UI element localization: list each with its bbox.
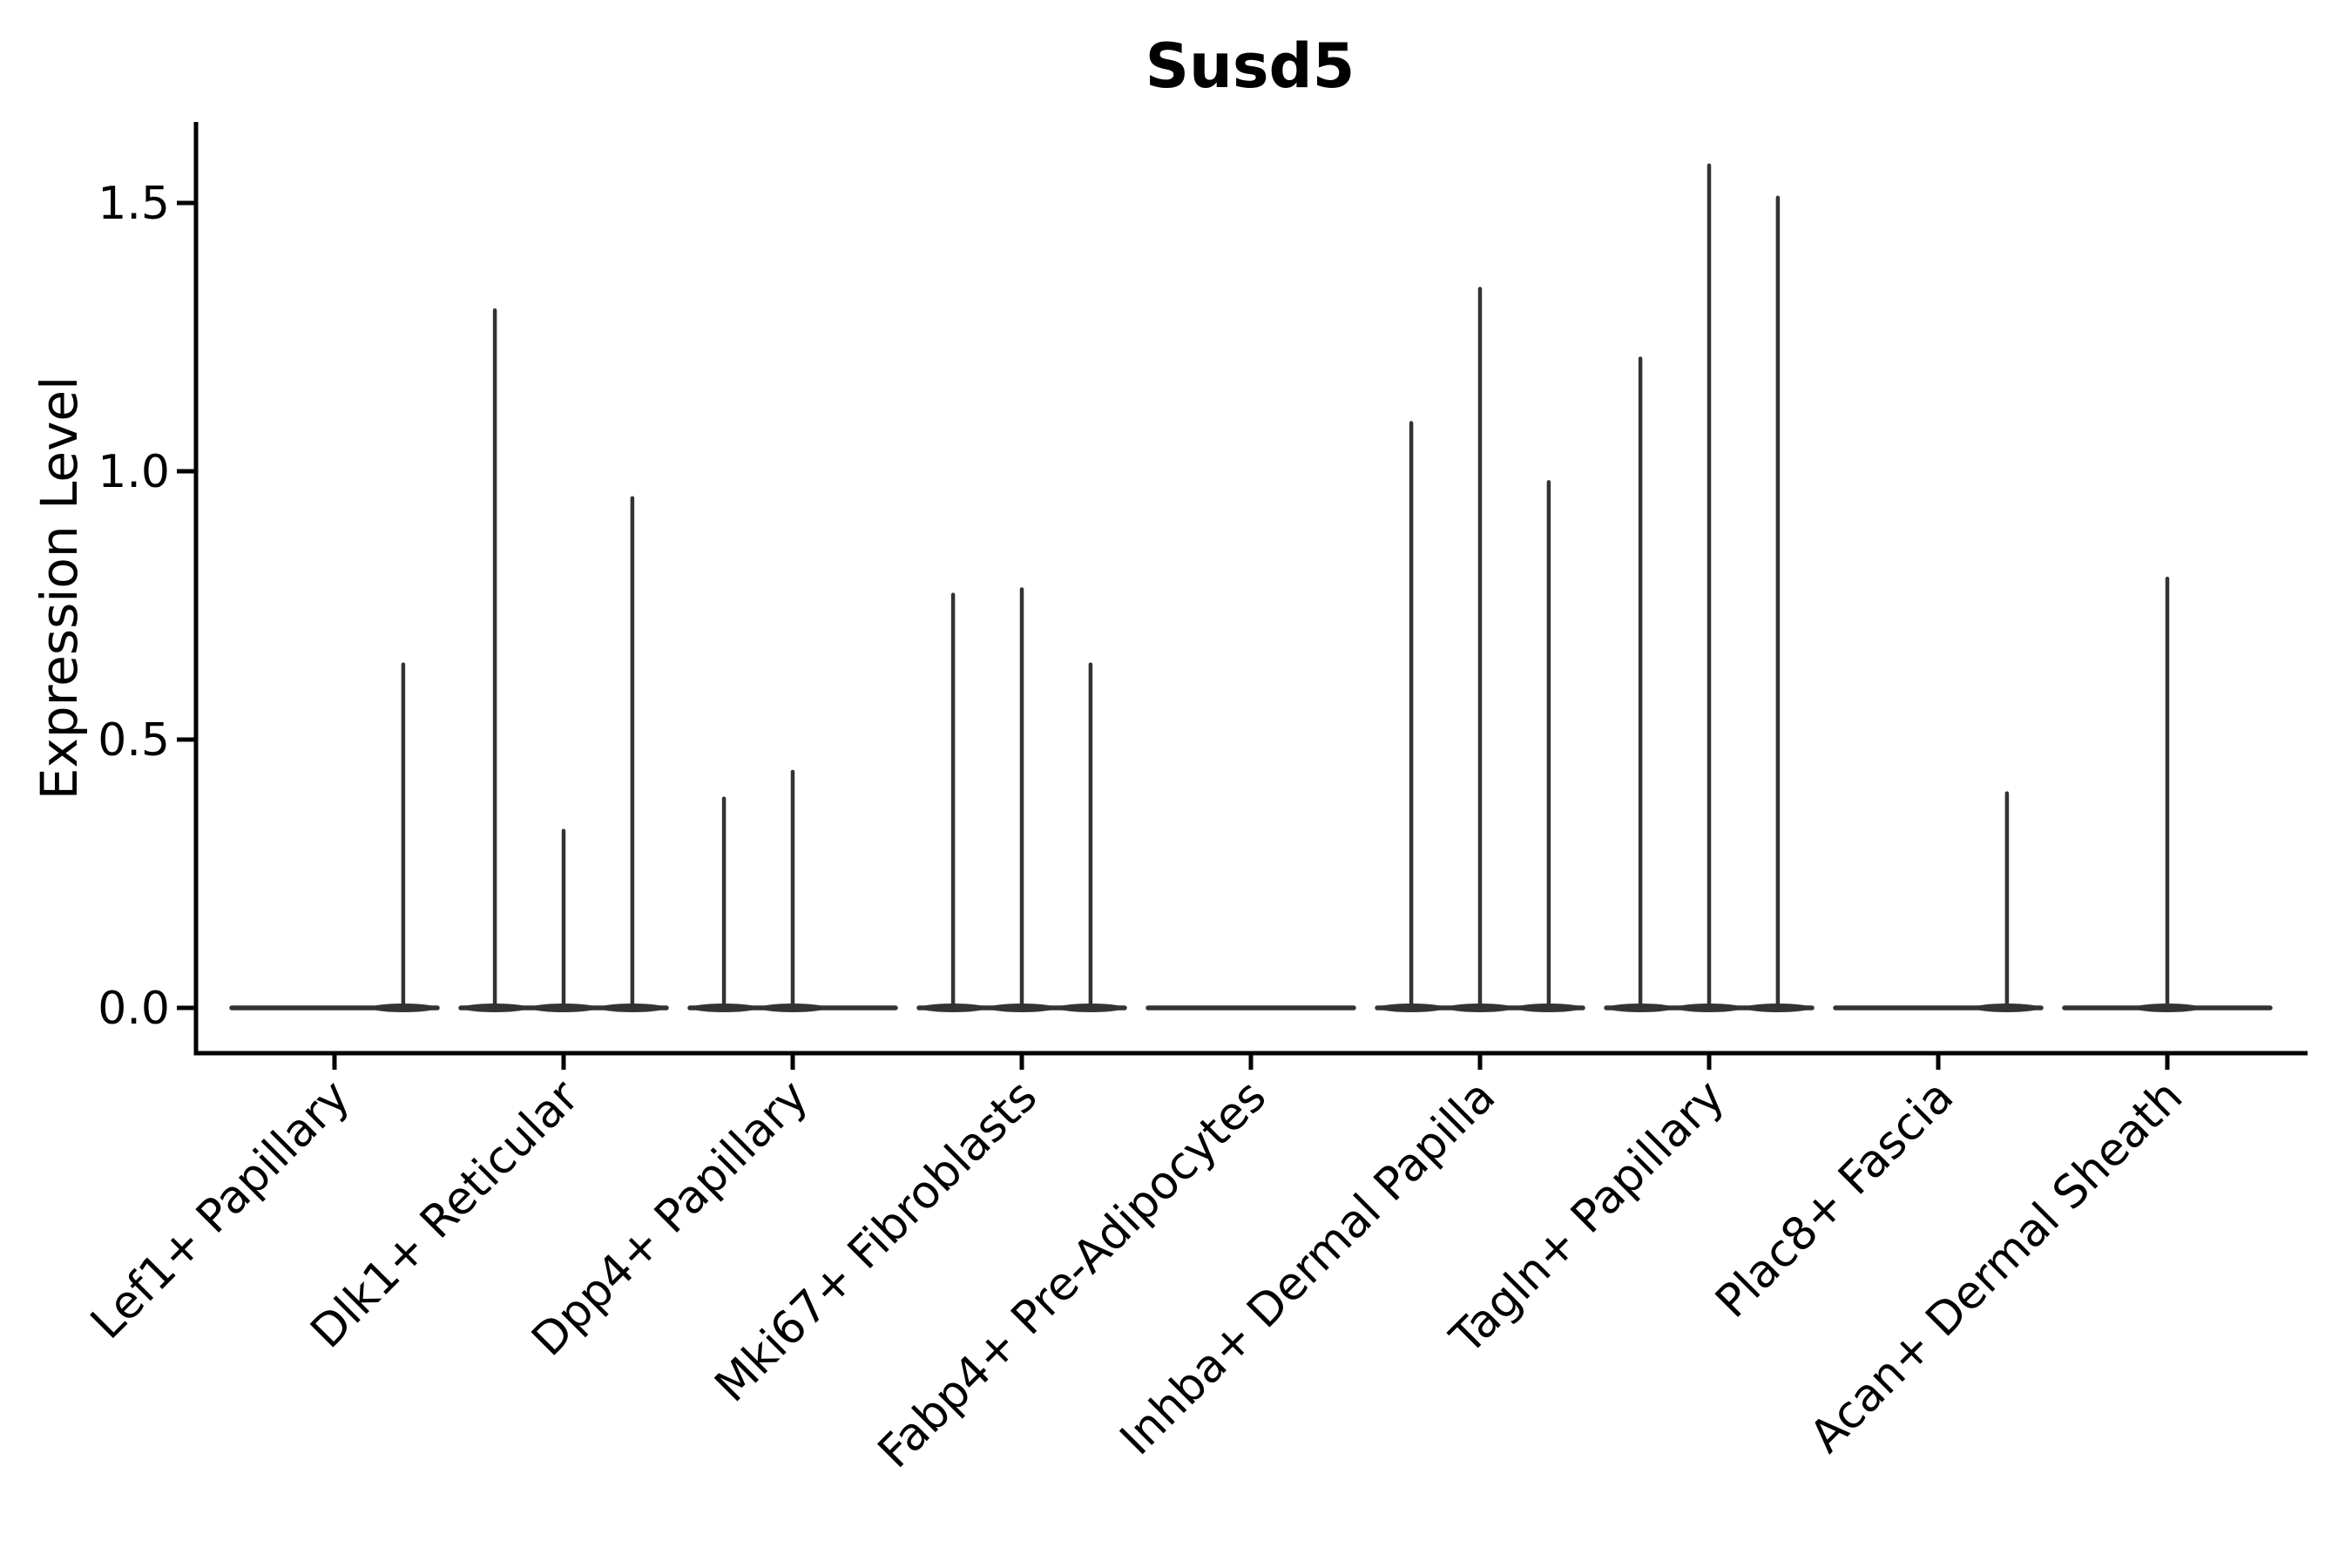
x-tick-label: Acan+ Dermal Sheath [1801,1071,2193,1463]
x-tick-label: Plac8+ Fascia [1706,1071,1963,1328]
y-tick-label: 0.5 [98,714,170,767]
y-tick-label: 1.0 [98,446,170,498]
chart-title: Susd5 [1146,30,1355,102]
x-tick-label: Inhba+ Dermal Papilla [1111,1071,1505,1465]
y-axis-label: Expression Level [30,376,89,800]
y-tick-label: 1.5 [98,178,170,230]
y-tick-label: 0.0 [98,983,170,1035]
x-tick-label: Fabp4+ Pre-Adipocytes [868,1071,1276,1478]
violin-layer [229,163,2273,1012]
